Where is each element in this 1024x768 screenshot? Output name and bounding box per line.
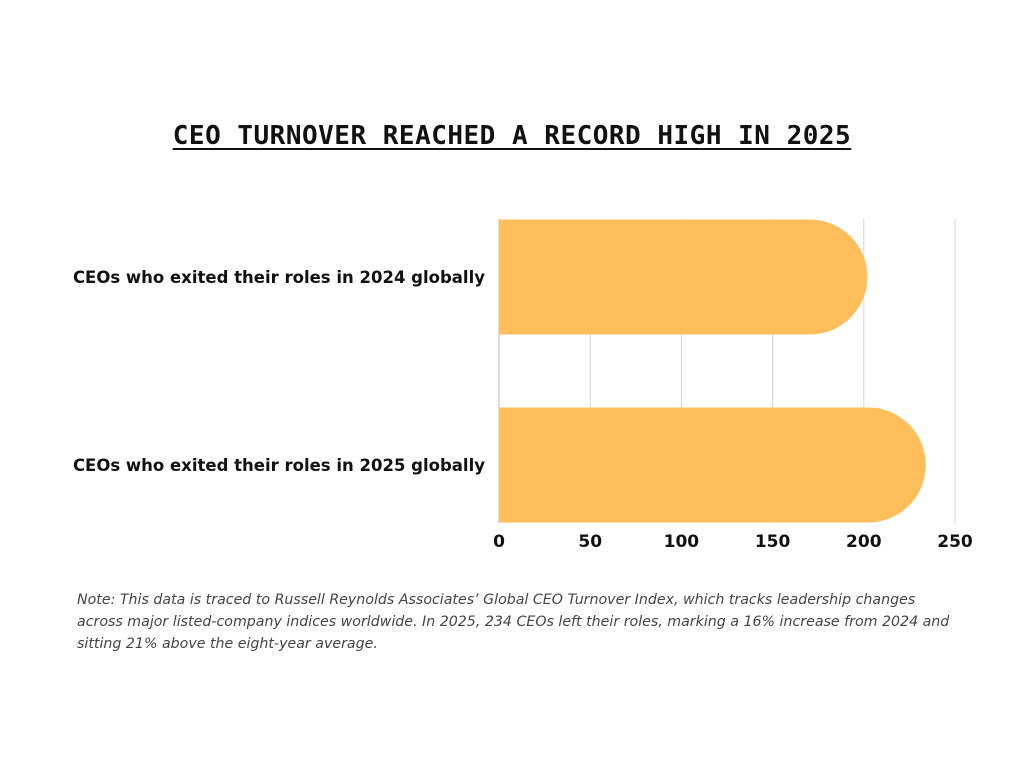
x-tick-label: 150 — [755, 532, 791, 552]
bar-2 — [499, 407, 926, 523]
bar-1 — [499, 219, 868, 335]
x-tick-label: 50 — [578, 532, 602, 552]
category-label: CEOs who exited their roles in 2024 glob… — [73, 268, 485, 287]
x-tick-label: 250 — [937, 532, 973, 552]
category-label: CEOs who exited their roles in 2025 glob… — [73, 456, 485, 475]
x-tick-label: 0 — [493, 532, 505, 552]
footnote: Note: This data is traced to Russell Rey… — [77, 592, 950, 652]
chart-title: CEO TURNOVER REACHED A RECORD HIGH IN 20… — [172, 121, 852, 151]
x-axis-ticks: 0 50 100 150 200 250 — [493, 532, 973, 552]
x-tick-label: 200 — [846, 532, 882, 552]
category-labels: CEOs who exited their roles in 2024 glob… — [73, 268, 485, 475]
x-tick-label: 100 — [664, 532, 700, 552]
bars — [499, 219, 926, 523]
